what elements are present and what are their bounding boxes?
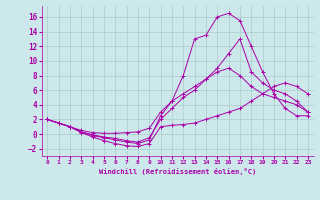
X-axis label: Windchill (Refroidissement éolien,°C): Windchill (Refroidissement éolien,°C) [99, 168, 256, 175]
